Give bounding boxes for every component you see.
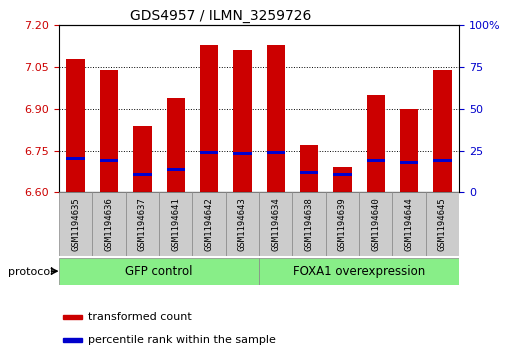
Bar [200, 151, 218, 154]
Text: protocol: protocol [8, 266, 53, 277]
Bar [133, 126, 151, 192]
Bar [226, 192, 259, 256]
Bar [333, 172, 351, 176]
Bar [300, 171, 318, 174]
Text: GFP control: GFP control [125, 265, 193, 278]
Bar [59, 258, 259, 285]
Text: GSM1194639: GSM1194639 [338, 197, 347, 251]
Text: GSM1194640: GSM1194640 [371, 197, 380, 251]
Text: GDS4957 / ILMN_3259726: GDS4957 / ILMN_3259726 [130, 9, 311, 23]
Bar [292, 192, 326, 256]
Text: GSM1194642: GSM1194642 [205, 197, 213, 251]
Bar [433, 70, 451, 192]
Bar [100, 70, 118, 192]
Bar [100, 159, 118, 162]
Bar [200, 45, 218, 192]
Text: GSM1194644: GSM1194644 [405, 197, 413, 251]
Bar [392, 192, 426, 256]
Bar [167, 167, 185, 171]
Text: percentile rank within the sample: percentile rank within the sample [88, 335, 275, 345]
Bar [400, 161, 418, 164]
Bar [400, 109, 418, 192]
Bar [300, 145, 318, 192]
Bar [233, 50, 251, 192]
Bar [267, 45, 285, 192]
Bar [133, 172, 151, 176]
Bar [233, 152, 251, 155]
Bar [63, 315, 82, 319]
Bar [367, 159, 385, 162]
Bar [192, 192, 226, 256]
Bar [259, 258, 459, 285]
Bar [59, 192, 92, 256]
Bar [433, 159, 451, 162]
Bar [67, 59, 85, 192]
Text: GSM1194636: GSM1194636 [105, 197, 113, 251]
Bar [367, 95, 385, 192]
Text: GSM1194643: GSM1194643 [238, 197, 247, 251]
Text: GSM1194635: GSM1194635 [71, 197, 80, 251]
Text: GSM1194641: GSM1194641 [171, 197, 180, 251]
Text: GSM1194634: GSM1194634 [271, 197, 280, 251]
Bar [359, 192, 392, 256]
Bar [267, 151, 285, 154]
Bar [67, 158, 85, 160]
Text: GSM1194645: GSM1194645 [438, 197, 447, 251]
Bar [326, 192, 359, 256]
Text: FOXA1 overexpression: FOXA1 overexpression [293, 265, 425, 278]
Bar [159, 192, 192, 256]
Bar [126, 192, 159, 256]
Text: GSM1194638: GSM1194638 [305, 197, 313, 251]
Bar [333, 167, 351, 192]
Bar [259, 192, 292, 256]
Text: GSM1194637: GSM1194637 [138, 197, 147, 251]
Bar [63, 338, 82, 342]
Bar [92, 192, 126, 256]
Bar [426, 192, 459, 256]
Bar [167, 98, 185, 192]
Text: transformed count: transformed count [88, 312, 191, 322]
